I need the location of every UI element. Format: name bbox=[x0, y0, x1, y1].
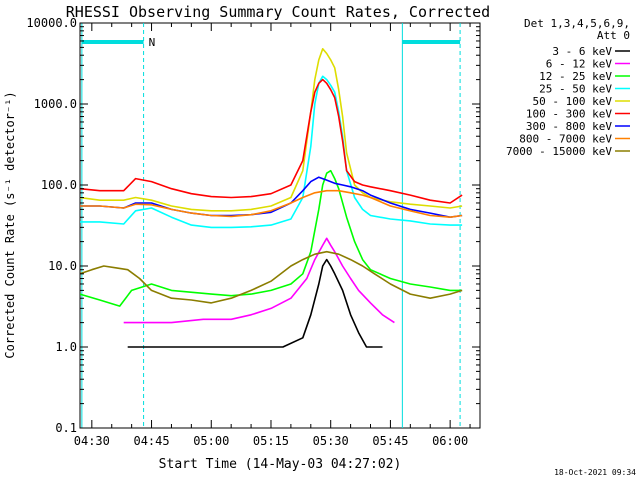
legend-label: 12 - 25 keV bbox=[539, 70, 612, 83]
x-tick-label: 05:00 bbox=[193, 434, 229, 448]
series-line-5 bbox=[80, 78, 463, 204]
y-tick-label: 0.1 bbox=[55, 421, 77, 435]
legend-label: 6 - 12 keV bbox=[546, 58, 613, 71]
y-tick-label: 1000.0 bbox=[34, 97, 77, 111]
x-axis-label: Start Time (14-May-03 04:27:02) bbox=[159, 457, 402, 472]
legend-label: 3 - 6 keV bbox=[552, 45, 612, 58]
series-line-7 bbox=[80, 189, 463, 218]
legend-label: 7000 - 15000 keV bbox=[506, 145, 612, 158]
legend-label: 25 - 50 keV bbox=[539, 83, 612, 96]
legend-label: 300 - 800 keV bbox=[526, 120, 612, 133]
y-axis-label: Corrected Count Rate (s⁻¹ detector⁻¹) bbox=[3, 91, 17, 358]
x-tick-label: 05:45 bbox=[372, 434, 408, 448]
x-tick-label: 05:15 bbox=[253, 434, 289, 448]
series-line-1 bbox=[123, 237, 395, 324]
y-tick-label: 100.0 bbox=[41, 178, 77, 192]
y-tick-label: 10.0 bbox=[48, 259, 77, 273]
series-line-0 bbox=[127, 258, 383, 348]
night-label: N bbox=[149, 36, 156, 49]
legend-header-line-2: Att 0 bbox=[597, 29, 630, 42]
x-tick-label: 04:30 bbox=[74, 434, 110, 448]
legend-label: 800 - 7000 keV bbox=[519, 133, 612, 146]
series-line-6 bbox=[80, 176, 463, 218]
legend-header-line-1: Det 1,3,4,5,6,9, bbox=[524, 17, 630, 30]
x-tick-label: 04:45 bbox=[133, 434, 169, 448]
generation-timestamp: 18-Oct-2021 09:34 bbox=[554, 468, 636, 477]
y-tick-label: 1.0 bbox=[55, 340, 77, 354]
series-line-4 bbox=[80, 48, 463, 212]
x-tick-label: 06:00 bbox=[432, 434, 468, 448]
plot-frame bbox=[79, 22, 481, 429]
series-line-2 bbox=[80, 169, 463, 307]
y-tick-label: 10000.0 bbox=[26, 16, 77, 30]
legend-label: 50 - 100 keV bbox=[533, 95, 613, 108]
legend-label: 100 - 300 keV bbox=[526, 108, 612, 121]
chart-title: RHESSI Observing Summary Count Rates, Co… bbox=[66, 3, 490, 21]
x-tick-label: 05:30 bbox=[313, 434, 349, 448]
series-line-8 bbox=[80, 250, 463, 304]
